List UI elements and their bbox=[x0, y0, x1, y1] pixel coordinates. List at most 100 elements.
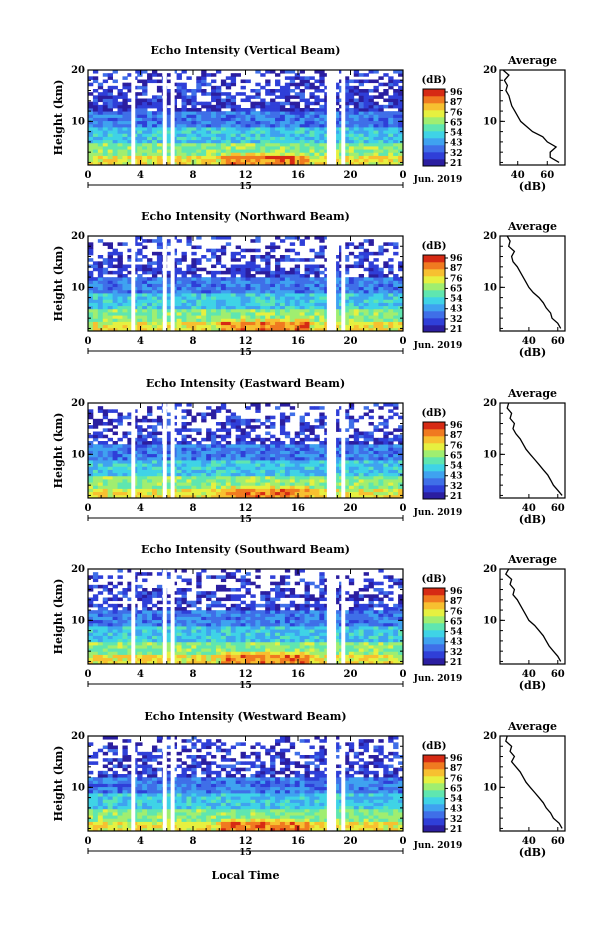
heatmap-cell bbox=[240, 302, 246, 307]
heatmap-cell bbox=[373, 251, 379, 256]
heatmap-cell bbox=[284, 321, 291, 326]
heatmap-cell bbox=[215, 111, 222, 115]
heatmap-cell bbox=[97, 312, 104, 316]
heatmap-cell bbox=[275, 101, 281, 106]
heatmap-cell bbox=[270, 450, 276, 455]
heatmap-cell bbox=[398, 437, 404, 442]
heatmap-cell bbox=[88, 82, 94, 87]
heatmap-cell bbox=[215, 261, 222, 265]
heatmap-cell bbox=[363, 460, 369, 464]
heatmap-cell bbox=[299, 258, 305, 262]
heatmap-cell bbox=[353, 289, 360, 294]
heatmap-cell bbox=[117, 488, 123, 493]
heatmap-cell bbox=[309, 152, 315, 156]
heatmap-cell bbox=[215, 450, 222, 455]
heatmap-cell bbox=[250, 441, 256, 445]
heatmap-cell bbox=[279, 274, 286, 278]
heatmap-cell bbox=[265, 447, 271, 451]
heatmap-cell bbox=[240, 321, 246, 326]
heatmap-cell bbox=[92, 79, 99, 84]
colorbar-tick-label: 65 bbox=[450, 451, 463, 461]
heatmap-cell bbox=[319, 308, 325, 313]
heatmap-cell bbox=[265, 79, 271, 84]
heatmap-cell bbox=[348, 488, 355, 493]
heatmap-cell bbox=[220, 434, 227, 439]
heatmap-cell bbox=[319, 441, 325, 445]
heatmap-cell bbox=[314, 142, 320, 147]
heatmap-cell bbox=[373, 120, 379, 125]
heatmap-cell bbox=[378, 82, 384, 87]
heatmap-cell bbox=[245, 327, 251, 332]
heatmap-cell bbox=[215, 120, 222, 125]
heatmap-cell bbox=[334, 296, 340, 300]
heatmap-cell bbox=[319, 460, 325, 464]
heatmap-cell bbox=[240, 418, 246, 423]
heatmap-cell bbox=[275, 136, 281, 141]
heatmap-cell bbox=[196, 299, 202, 303]
heatmap-cell bbox=[201, 277, 207, 281]
heatmap-cell bbox=[206, 139, 212, 144]
heatmap-cell bbox=[206, 460, 212, 464]
heatmap-cell bbox=[319, 158, 325, 163]
heatmap-cell bbox=[122, 76, 128, 80]
heatmap-cell bbox=[319, 289, 325, 294]
heatmap-cell bbox=[279, 453, 286, 458]
heatmap-cell bbox=[368, 463, 374, 467]
heatmap-cell bbox=[211, 434, 217, 439]
heatmap-cell bbox=[156, 660, 163, 665]
heatmap-cell bbox=[319, 482, 325, 486]
heatmap-cell bbox=[368, 415, 374, 420]
heatmap-cell bbox=[127, 422, 133, 426]
heatmap-cell bbox=[363, 456, 369, 461]
heatmap-cell bbox=[383, 488, 389, 493]
heatmap-cell bbox=[284, 289, 291, 294]
heatmap-cell bbox=[373, 142, 379, 147]
heatmap-cell bbox=[334, 82, 340, 87]
heatmap-cell bbox=[319, 312, 325, 316]
heatmap-cell bbox=[393, 466, 399, 470]
heatmap-cell bbox=[289, 327, 296, 332]
heatmap-cell bbox=[314, 327, 320, 332]
heatmap-cell bbox=[225, 415, 232, 420]
heatmap-cell bbox=[260, 120, 266, 125]
heatmap-cell bbox=[206, 412, 212, 417]
heatmap-cell bbox=[166, 286, 173, 291]
heatmap-cell bbox=[304, 101, 310, 106]
heatmap-cell bbox=[107, 98, 114, 103]
heatmap-cell bbox=[289, 89, 296, 93]
heatmap-cell bbox=[166, 79, 173, 84]
heatmap-cell bbox=[343, 302, 350, 307]
heatmap-cell bbox=[220, 475, 227, 480]
heatmap-cell bbox=[398, 324, 404, 329]
heatmap-cell bbox=[112, 315, 118, 319]
heatmap-cell bbox=[102, 412, 109, 417]
heatmap-cell bbox=[304, 437, 310, 442]
heatmap-cell bbox=[294, 450, 301, 455]
heatmap-cell bbox=[388, 409, 394, 413]
heatmap-cell bbox=[373, 460, 379, 464]
heatmap-cell bbox=[343, 296, 350, 300]
heatmap-cell bbox=[181, 89, 187, 93]
heatmap-cell bbox=[358, 299, 365, 303]
heatmap-cell bbox=[147, 289, 153, 294]
heatmap-cell bbox=[250, 293, 256, 297]
heatmap-cell bbox=[279, 142, 286, 147]
heatmap-cell bbox=[235, 447, 241, 451]
heatmap-cell bbox=[304, 315, 310, 319]
heatmap-cell bbox=[383, 434, 389, 439]
heatmap-cell bbox=[294, 299, 301, 303]
heatmap-cell bbox=[343, 469, 350, 474]
heatmap-cell bbox=[122, 494, 128, 499]
heatmap-cell bbox=[294, 431, 301, 436]
heatmap-cell bbox=[353, 463, 360, 467]
heatmap-cell bbox=[235, 494, 241, 499]
heatmap-cell bbox=[304, 136, 310, 141]
heatmap-cell bbox=[211, 293, 217, 297]
heatmap-cell bbox=[240, 92, 246, 96]
heatmap-cell bbox=[245, 422, 251, 426]
heatmap-cell bbox=[127, 456, 133, 461]
heatmap-cell bbox=[176, 472, 182, 477]
heatmap-cell bbox=[156, 293, 163, 297]
heatmap-cell bbox=[368, 409, 374, 413]
heatmap-cell bbox=[279, 92, 286, 96]
